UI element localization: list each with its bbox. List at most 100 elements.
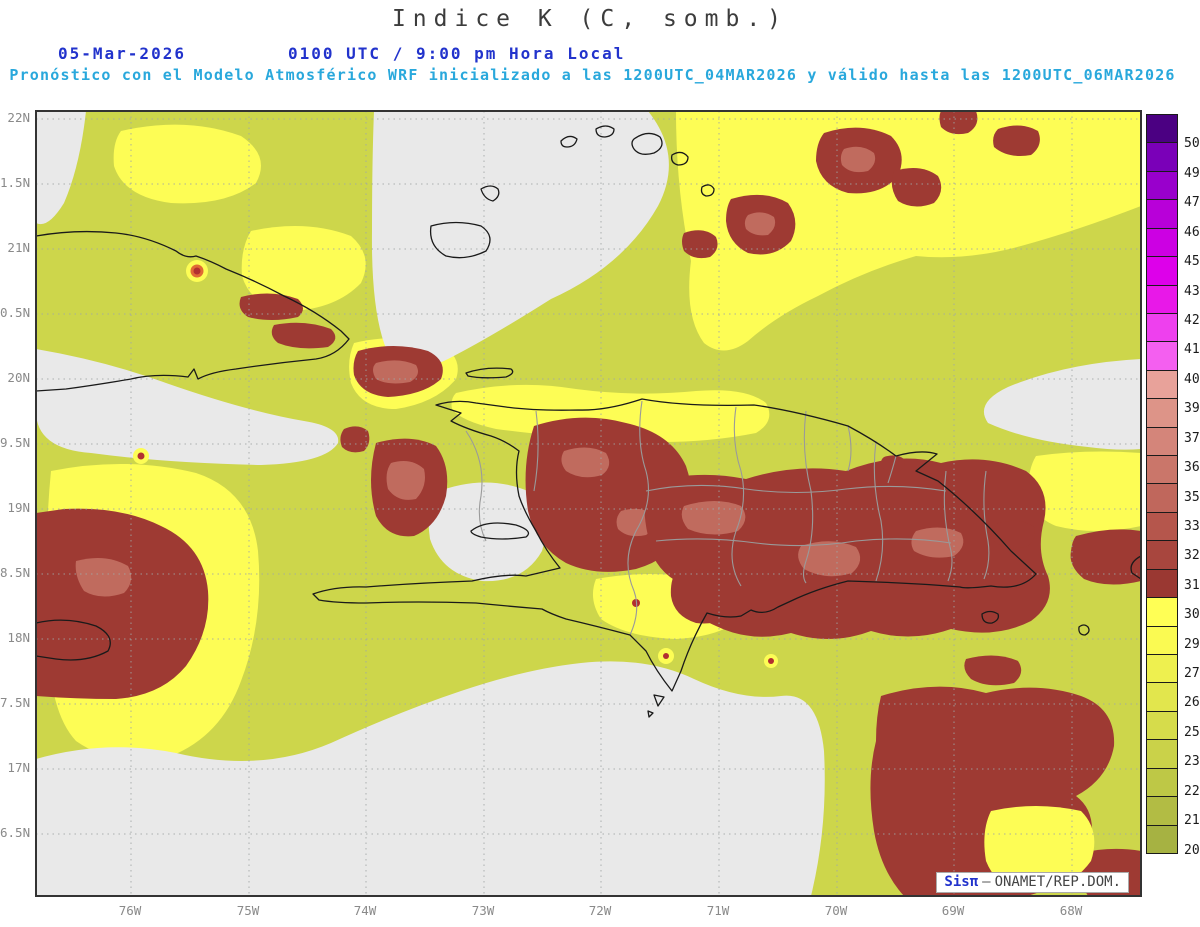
forecast-note: Pronóstico con el Modelo Atmosférico WRF… bbox=[9, 66, 1176, 84]
map-area: Sisπ – ONAMET/REP.DOM. bbox=[35, 110, 1142, 897]
sea-pockets bbox=[36, 111, 1141, 896]
contour-fills bbox=[36, 111, 1141, 896]
legend-color-box bbox=[1146, 256, 1178, 286]
lat-tick-label: 20N bbox=[7, 370, 30, 385]
lon-tick-label: 72W bbox=[588, 903, 612, 918]
legend-color-box bbox=[1146, 426, 1178, 457]
lon-tick-label: 75W bbox=[236, 903, 260, 918]
legend-tick-label: 22.6 bbox=[1184, 783, 1200, 799]
mona-island bbox=[1078, 624, 1090, 636]
legend-color-box bbox=[1146, 654, 1178, 684]
lat-tick-label: 21N bbox=[7, 240, 30, 255]
legend-color-box bbox=[1146, 767, 1178, 798]
legend-tick-label: 30 bbox=[1184, 607, 1200, 623]
legend-color-box bbox=[1146, 568, 1178, 599]
legend-color-box bbox=[1146, 511, 1178, 542]
legend-color-box bbox=[1146, 824, 1178, 854]
legend-color-box bbox=[1146, 597, 1178, 627]
lat-tick-label: 0.5N bbox=[0, 305, 31, 320]
legend-color-box bbox=[1146, 398, 1178, 428]
legend-tick-label: 20 bbox=[1184, 842, 1200, 858]
watermark-organization: ONAMET/REP.DOM. bbox=[994, 874, 1121, 890]
lat-tick-label: 1.5N bbox=[0, 175, 31, 190]
page-title: Indice K (C, somb.) bbox=[391, 6, 789, 32]
lat-tick-label: 8.5N bbox=[0, 565, 31, 580]
legend-tick-label: 47.8 bbox=[1184, 195, 1200, 211]
legend-tick-label: 23.9 bbox=[1184, 754, 1200, 770]
gonave-island bbox=[470, 522, 530, 540]
coastlines bbox=[36, 125, 1141, 718]
legend-color-box bbox=[1146, 142, 1178, 172]
lon-tick-label: 70W bbox=[824, 903, 848, 918]
lon-tick-label: 71W bbox=[706, 903, 730, 918]
legend-color-box bbox=[1146, 114, 1178, 144]
lat-tick-label: 9.5N bbox=[0, 435, 31, 450]
lat-tick-label: 19N bbox=[7, 500, 30, 515]
lat-tick-label: 17N bbox=[7, 760, 30, 775]
watermark: Sisπ – ONAMET/REP.DOM. bbox=[936, 872, 1129, 893]
plot-frame bbox=[36, 111, 1141, 896]
lat-tick-label: 7.5N bbox=[0, 695, 31, 710]
beata-island bbox=[647, 694, 665, 718]
legend-tick-label: 49.1 bbox=[1184, 165, 1200, 181]
legend-color-box bbox=[1146, 540, 1178, 570]
legend-color-box bbox=[1146, 284, 1178, 314]
saona-island bbox=[981, 610, 1000, 624]
watermark-brand: Sisπ bbox=[944, 874, 979, 890]
little-inagua-island bbox=[480, 185, 500, 202]
legend-tick-label: 31.3 bbox=[1184, 577, 1200, 593]
legend-tick-label: 45.2 bbox=[1184, 254, 1200, 270]
legend-color-box bbox=[1146, 682, 1178, 712]
jamaica-coastline bbox=[36, 619, 111, 661]
hispaniola-coastline bbox=[312, 398, 1037, 692]
color-scale-legend: 50 49.1 47.8 46.5 45.2 43.9 42.6 41.3 40 39.1 37.8… bbox=[1146, 114, 1200, 880]
legend-color-box bbox=[1146, 796, 1178, 826]
legend-color-box bbox=[1146, 483, 1178, 513]
legend-color-box bbox=[1146, 312, 1178, 343]
lon-tick-label: 73W bbox=[471, 903, 495, 918]
turks-islands bbox=[700, 184, 715, 197]
legend-tick-label: 42.6 bbox=[1184, 312, 1200, 328]
yellow-gap bbox=[984, 806, 1095, 893]
legend-tick-label: 41.3 bbox=[1184, 342, 1200, 358]
legend-tick-label: 21.3 bbox=[1184, 813, 1200, 829]
admin-borders bbox=[465, 400, 990, 636]
legend-tick-label: 40 bbox=[1184, 371, 1200, 387]
watermark-separator: – bbox=[982, 874, 991, 890]
great-inagua-island bbox=[429, 221, 491, 259]
legend-tick-label: 26.5 bbox=[1184, 695, 1200, 711]
legend-tick-label: 27.8 bbox=[1184, 666, 1200, 682]
valid-time: 0100 UTC / 9:00 pm Hora Local bbox=[288, 44, 626, 63]
legend-tick-label: 46.5 bbox=[1184, 224, 1200, 240]
legend-color-box bbox=[1146, 170, 1178, 201]
legend-tick-label: 39.1 bbox=[1184, 401, 1200, 417]
legend-tick-label: 43.9 bbox=[1184, 283, 1200, 299]
lon-tick-label: 69W bbox=[941, 903, 965, 918]
legend-tick-label: 50 bbox=[1184, 136, 1200, 152]
tortuga-island bbox=[465, 367, 514, 379]
lon-tick-label: 76W bbox=[118, 903, 142, 918]
valid-date: 05-Mar-2026 bbox=[58, 44, 186, 63]
lat-tick-label: 22N bbox=[7, 110, 30, 125]
legend-tick-label: 35.2 bbox=[1184, 489, 1200, 505]
legend-color-box bbox=[1146, 227, 1178, 258]
legend-color-box bbox=[1146, 199, 1178, 229]
lon-tick-label: 74W bbox=[353, 903, 377, 918]
puerto-rico-edge bbox=[1130, 555, 1141, 580]
legend-color-box bbox=[1146, 341, 1178, 371]
legend-tick-label: 33.9 bbox=[1184, 518, 1200, 534]
legend-tick-label: 36.5 bbox=[1184, 460, 1200, 476]
legend-tick-label: 32.6 bbox=[1184, 548, 1200, 564]
lat-tick-label: 18N bbox=[7, 630, 30, 645]
legend-color-box bbox=[1146, 455, 1178, 485]
caicos-islands bbox=[560, 125, 689, 166]
legend-color-box bbox=[1146, 739, 1178, 769]
cuba-coastline bbox=[36, 230, 350, 392]
map-svg bbox=[36, 111, 1141, 896]
lon-tick-label: 68W bbox=[1059, 903, 1083, 918]
lat-tick-label: 6.5N bbox=[0, 825, 31, 840]
legend-tick-label: 37.8 bbox=[1184, 430, 1200, 446]
legend-color-box bbox=[1146, 710, 1178, 741]
legend-color-box bbox=[1146, 625, 1178, 656]
legend-color-box bbox=[1146, 369, 1178, 400]
